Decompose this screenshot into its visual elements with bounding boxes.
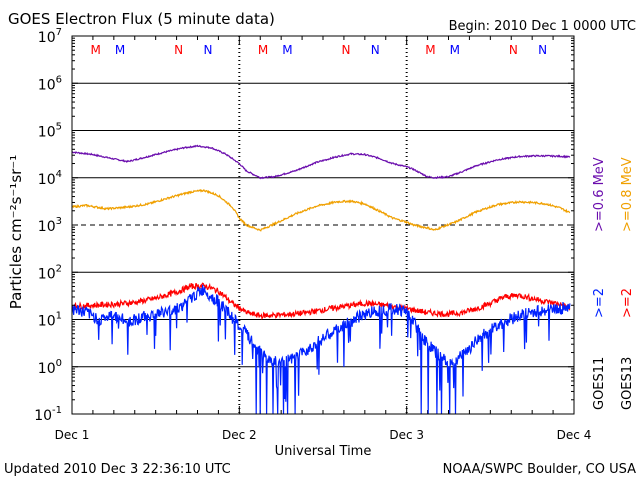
- marker-m-1: M: [115, 43, 125, 57]
- y-tick-label: 106: [38, 74, 62, 93]
- marker-n-6: N: [342, 43, 351, 57]
- legend-goes11: GOES11: [592, 357, 607, 410]
- y-tick-label: 103: [38, 216, 62, 235]
- marker-n-2: N: [174, 43, 183, 57]
- y-tick-label: 100: [38, 358, 62, 377]
- y-tick-label: 102: [38, 263, 62, 282]
- y-axis-label: Particles cm⁻²s⁻¹sr⁻¹: [7, 155, 25, 309]
- series-line-orange: [71, 189, 571, 232]
- day-separators: [92, 36, 554, 414]
- marker-n-3: N: [203, 43, 212, 57]
- marker-n-11: N: [538, 43, 547, 57]
- x-axis-label: Universal Time: [275, 444, 372, 459]
- marker-m-8: M: [425, 43, 435, 57]
- marker-m-9: M: [450, 43, 460, 57]
- series-line-purple: [71, 144, 571, 180]
- series-line-blue: [71, 284, 571, 415]
- plot-frame: [71, 35, 575, 415]
- source-credit: NOAA/SWPC Boulder, CO USA: [443, 462, 636, 477]
- marker-n-10: N: [509, 43, 518, 57]
- chart-title: GOES Electron Flux (5 minute data): [8, 10, 275, 28]
- legend-orange-0.8mev: >=0.8 MeV: [620, 157, 635, 232]
- legend-purple-0.6mev: >=0.6 MeV: [592, 157, 607, 232]
- series-lines: [71, 144, 571, 415]
- begin-time: Begin: 2010 Dec 1 0000 UTC: [449, 19, 636, 34]
- y-tick-label: 101: [38, 311, 62, 330]
- marker-m-5: M: [282, 43, 292, 57]
- legend-blue-2mev: >=2: [592, 288, 607, 318]
- y-tick-label: 105: [38, 122, 62, 141]
- y-tick-label: 10-1: [34, 405, 62, 424]
- marker-m-4: M: [258, 43, 268, 57]
- series-line-red: [71, 282, 571, 320]
- x-tick-labels: Dec 1 Dec 2 Dec 3 Dec 4: [55, 428, 592, 442]
- x-tick-label: Dec 4: [557, 428, 592, 442]
- legend-red-2mev: >=2: [620, 288, 635, 318]
- y-tick-label: 104: [38, 169, 62, 188]
- marker-n-7: N: [371, 43, 380, 57]
- marker-m-0: M: [91, 43, 101, 57]
- legend: >=0.6 MeV >=0.8 MeV >=2 >=2 GOES11 GOES1…: [592, 157, 635, 410]
- x-tick-label: Dec 3: [389, 428, 424, 442]
- x-tick-label: Dec 2: [222, 428, 257, 442]
- updated-time: Updated 2010 Dec 3 22:36:10 UTC: [4, 462, 231, 477]
- x-tick-label: Dec 1: [55, 428, 90, 442]
- y-tick-label: 107: [38, 27, 62, 46]
- legend-goes13: GOES13: [620, 357, 635, 410]
- y-tick-labels: 107 106 105 104 103 102 101 100 10-1: [34, 27, 574, 424]
